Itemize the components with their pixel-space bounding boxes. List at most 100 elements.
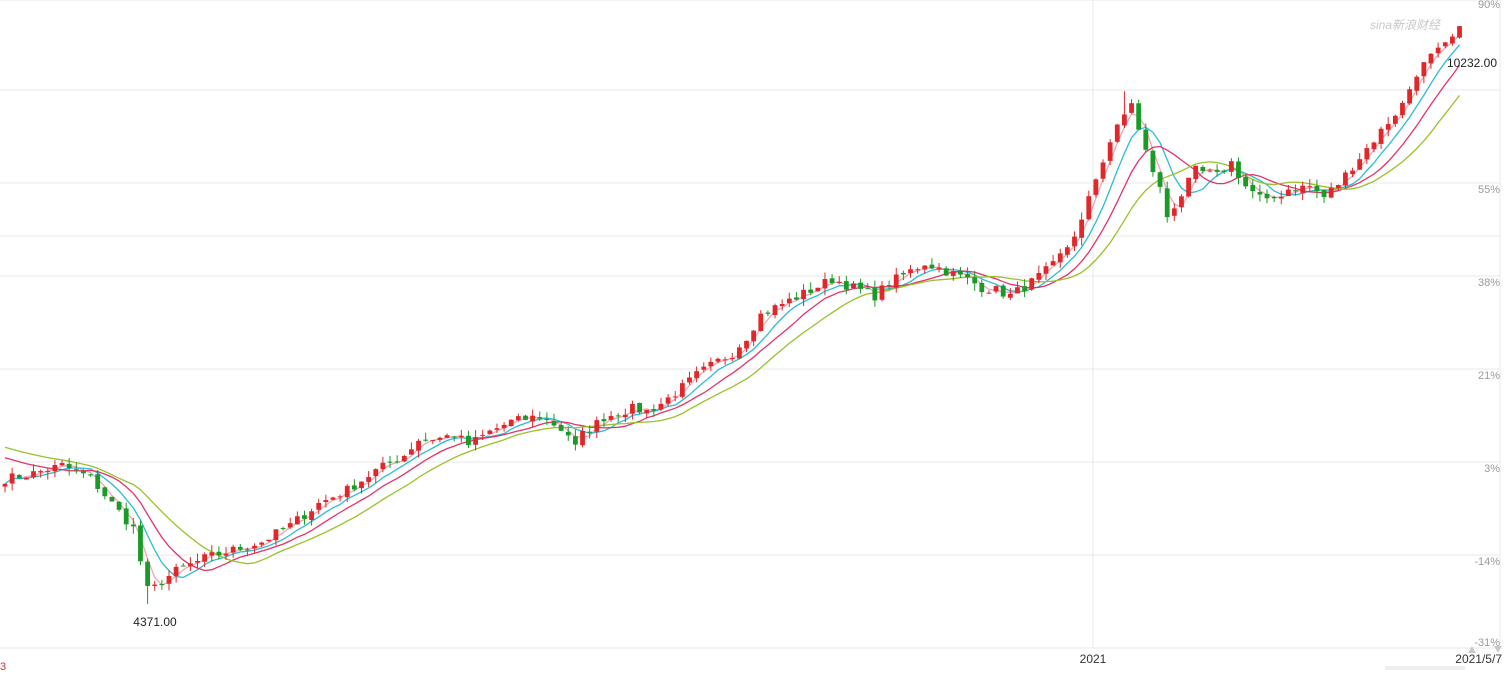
candle-body xyxy=(1100,162,1106,179)
candle-body xyxy=(986,292,992,294)
candle-body xyxy=(1150,150,1156,173)
candle-body xyxy=(145,561,150,586)
candle-body xyxy=(630,403,635,414)
candle-body xyxy=(38,471,44,473)
candle-body xyxy=(73,469,79,471)
candle-body xyxy=(1136,103,1142,130)
candle-body xyxy=(81,470,86,474)
candle-body xyxy=(1022,286,1027,292)
scroll-up-arrow-icon[interactable] xyxy=(1468,646,1476,653)
candle-body xyxy=(344,485,350,498)
candle-body xyxy=(223,553,229,556)
scroll-arrows[interactable] xyxy=(1385,646,1502,670)
candle-body xyxy=(102,487,108,497)
candle-body xyxy=(1193,165,1199,180)
candle-body xyxy=(573,436,578,445)
candle-body xyxy=(123,508,129,525)
candle-body xyxy=(187,563,193,567)
max-price-label: 10232.00 xyxy=(1447,56,1497,70)
candle-body xyxy=(1435,47,1441,54)
ma-line-1 xyxy=(4,34,1460,586)
candle-body xyxy=(1114,124,1120,142)
candle-body xyxy=(672,396,678,398)
candle-body xyxy=(886,285,892,287)
candle-body xyxy=(237,546,243,550)
candle-body xyxy=(1286,189,1291,197)
candle-body xyxy=(351,485,357,490)
candle-body xyxy=(180,565,186,567)
candle-body xyxy=(1243,176,1249,187)
candle-body xyxy=(1000,285,1006,297)
candle-body xyxy=(1164,188,1170,218)
candle-body xyxy=(615,415,621,417)
candle-body xyxy=(95,474,101,489)
candle-body xyxy=(508,419,514,427)
candle-body xyxy=(729,357,735,359)
candle-body xyxy=(423,439,429,441)
candle-body xyxy=(1093,179,1099,195)
candle-body xyxy=(380,462,386,470)
candle-body xyxy=(594,420,600,432)
candle-body xyxy=(287,523,293,528)
candle-body xyxy=(665,397,671,404)
candle-body xyxy=(1015,287,1020,294)
candle-body xyxy=(815,287,821,292)
candle-body xyxy=(66,463,72,468)
ma-line-3 xyxy=(4,64,1461,572)
candle-body xyxy=(1043,266,1049,274)
candle-body xyxy=(416,440,421,451)
candle-body xyxy=(1300,185,1306,193)
candle-body xyxy=(1179,196,1184,208)
candle-body xyxy=(587,431,593,433)
candle-body xyxy=(366,477,372,482)
candle-body xyxy=(758,313,764,331)
candle-body xyxy=(1442,42,1448,47)
candle-body xyxy=(1029,278,1035,290)
candle-body xyxy=(1257,192,1263,195)
candle-body xyxy=(130,524,136,527)
candle-body xyxy=(1250,184,1256,192)
candle-body xyxy=(1228,161,1234,172)
candle-body xyxy=(1157,172,1163,187)
candle-body xyxy=(658,403,664,410)
scroll-down-arrow-icon[interactable] xyxy=(1494,646,1502,653)
candle-body xyxy=(900,272,906,275)
candle-body xyxy=(822,279,828,289)
candle-body xyxy=(779,303,785,307)
candle-body xyxy=(908,269,913,273)
candle-body xyxy=(1400,102,1405,116)
candle-body xyxy=(1321,189,1327,198)
candle-body xyxy=(1392,115,1398,124)
candle-body xyxy=(829,278,835,284)
candle-body xyxy=(1278,196,1284,199)
candle-body xyxy=(958,271,963,275)
y-tick-label: 21% xyxy=(1478,370,1500,382)
candle-body xyxy=(337,496,343,498)
range-scrollbar[interactable] xyxy=(1385,666,1465,670)
candle-body xyxy=(487,430,493,434)
candle-body xyxy=(551,420,557,426)
candle-body xyxy=(1007,293,1013,298)
candle-body xyxy=(558,425,564,431)
candle-body xyxy=(394,461,400,463)
candle-body xyxy=(537,417,543,419)
candle-body xyxy=(744,340,749,349)
y-tick-label: -31% xyxy=(1474,637,1500,649)
candle-body xyxy=(1271,196,1277,199)
candle-body xyxy=(16,474,22,479)
candle-body xyxy=(1335,185,1341,189)
candle-body xyxy=(929,264,935,269)
candle-body xyxy=(865,288,871,290)
candle-body xyxy=(922,265,928,270)
candle-body xyxy=(430,440,436,442)
candle-body xyxy=(708,361,714,367)
candle-body xyxy=(109,496,115,502)
candle-body xyxy=(359,481,364,489)
candle-body xyxy=(309,511,314,521)
grid-lines xyxy=(0,0,1501,649)
candle-body xyxy=(202,554,208,562)
y-tick-label: -14% xyxy=(1474,556,1500,568)
candle-body xyxy=(9,473,15,484)
ma-line-2 xyxy=(4,44,1460,579)
candle-body xyxy=(1378,128,1384,144)
